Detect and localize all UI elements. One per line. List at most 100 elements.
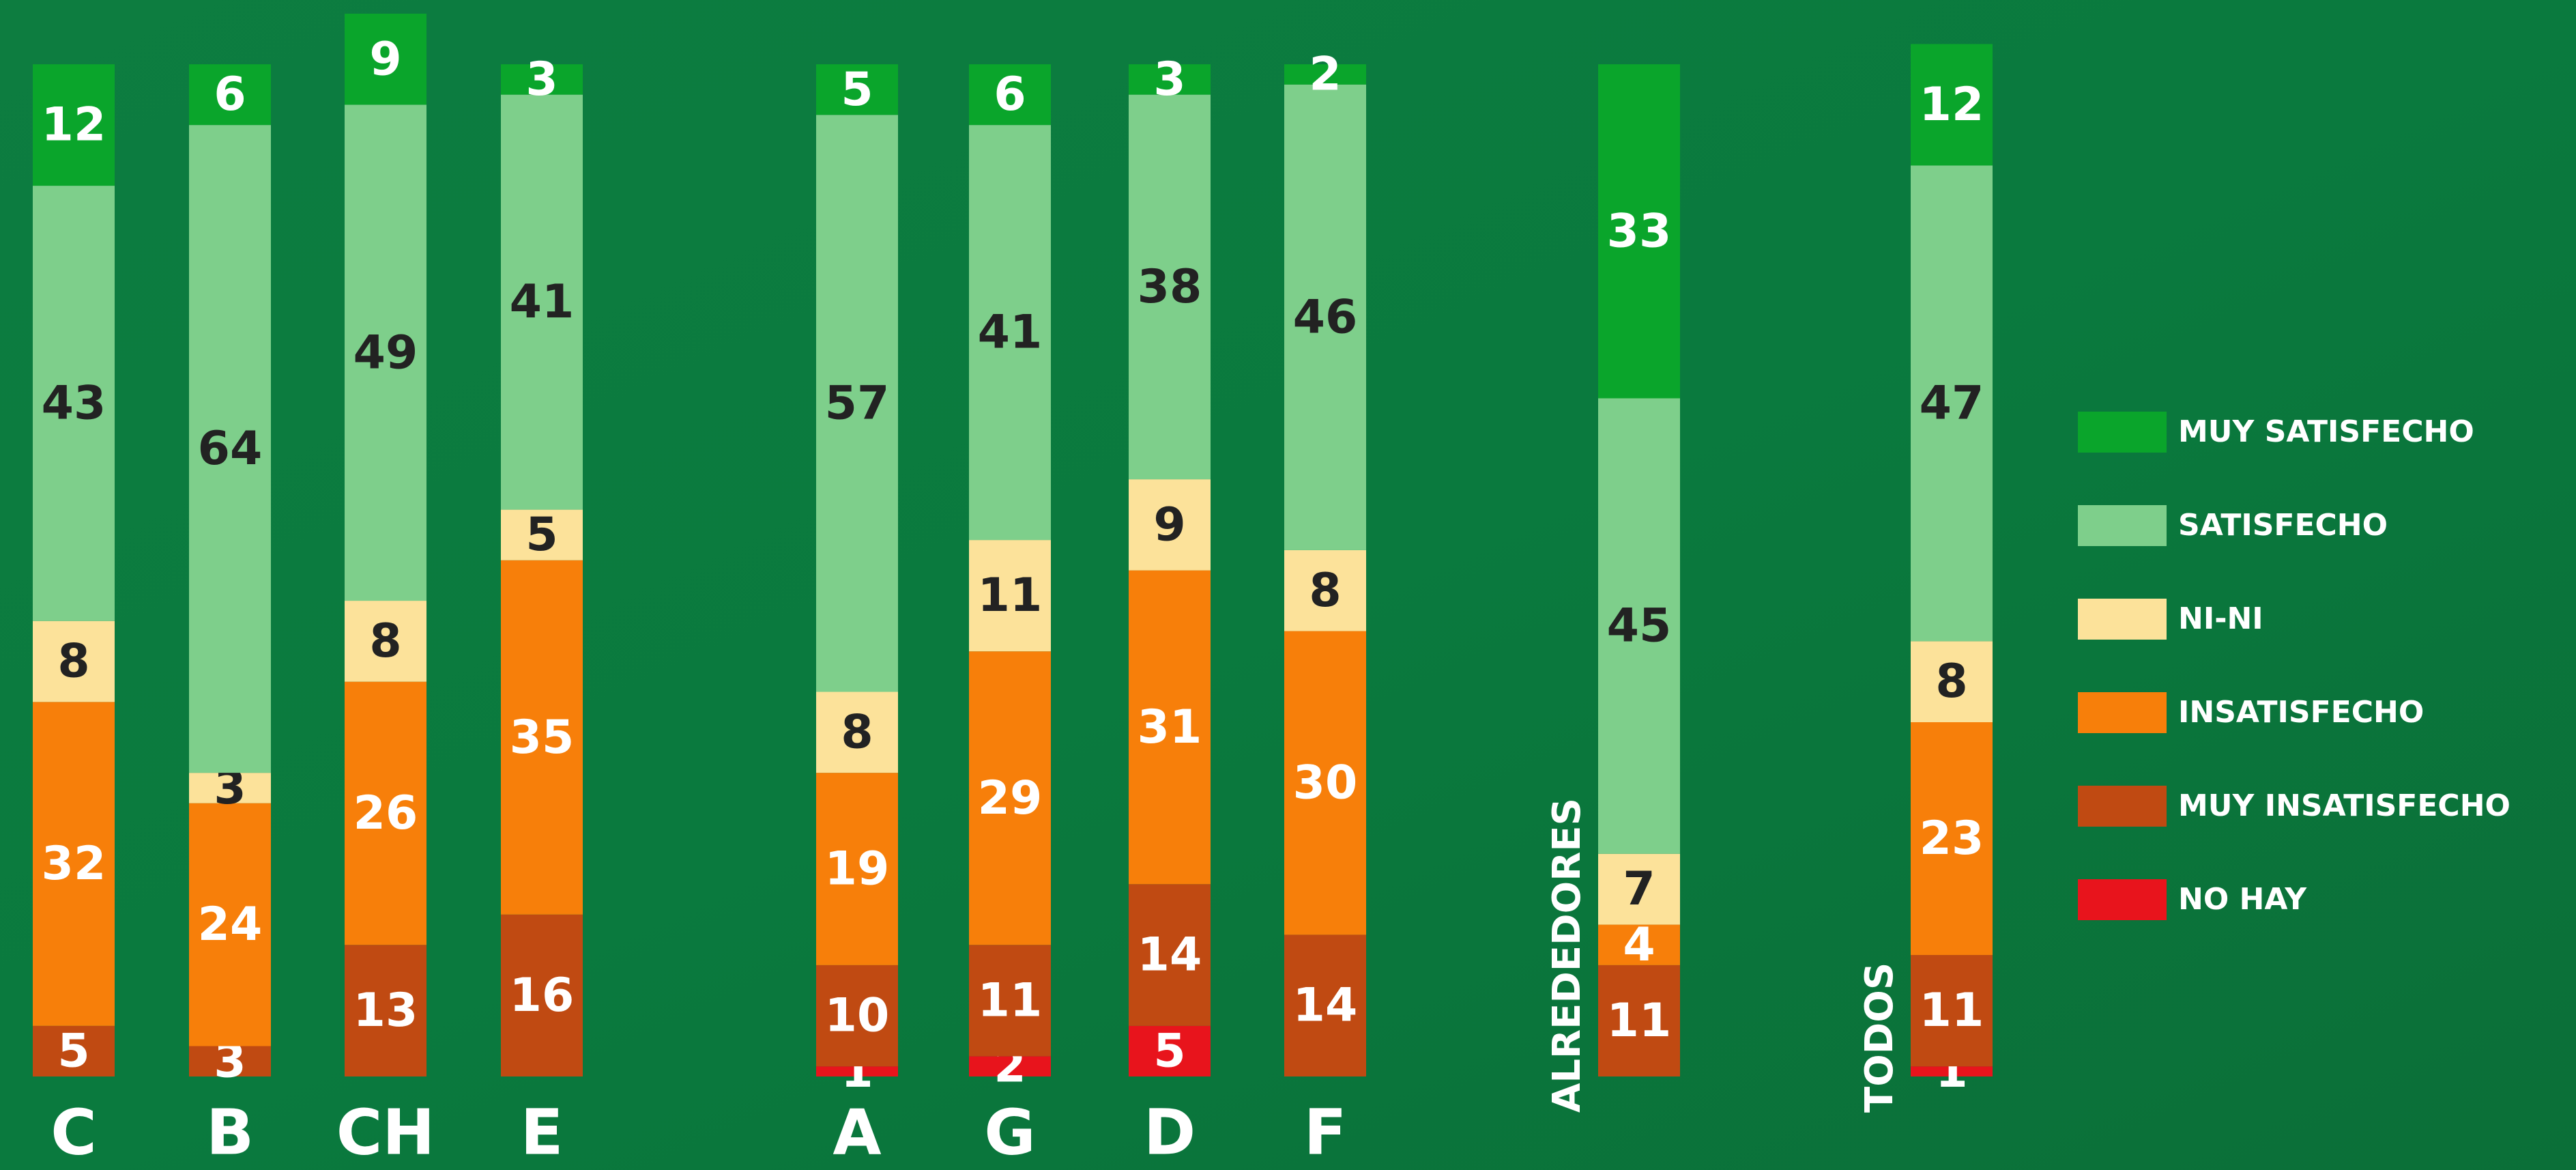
data-label: 8 — [369, 614, 401, 668]
bar-segment — [1911, 44, 1993, 166]
x-tick-label: ALREDEDORES — [1545, 798, 1589, 1113]
x-tick-label: CH — [336, 1096, 435, 1169]
data-label: 11 — [978, 973, 1043, 1027]
data-label: 29 — [978, 771, 1043, 825]
bar-segment — [1598, 398, 1680, 854]
data-label: 14 — [1293, 979, 1358, 1033]
x-tick-label: G — [984, 1096, 1036, 1169]
data-label: 41 — [510, 275, 575, 329]
legend-swatch — [2078, 786, 2167, 827]
legend-label: SATISFECHO — [2178, 508, 2388, 543]
data-label: 8 — [57, 635, 89, 689]
bar-segment — [1598, 853, 1680, 925]
x-tick-label: D — [1144, 1096, 1196, 1169]
bar-segment — [1284, 550, 1366, 631]
data-label: 35 — [510, 711, 575, 765]
bar-segment — [969, 651, 1051, 945]
x-tick-label: A — [833, 1096, 881, 1169]
bar-segment — [33, 702, 115, 1026]
data-label: 64 — [198, 422, 263, 476]
bar-segment — [501, 509, 583, 560]
x-tick-label: TODOS — [1857, 962, 1902, 1113]
bar-segment — [189, 803, 271, 1046]
data-label: 3 — [525, 53, 558, 106]
data-label: 24 — [198, 898, 263, 952]
data-label: 11 — [1607, 994, 1672, 1048]
data-label: 7 — [1623, 862, 1655, 916]
data-label: 10 — [825, 989, 890, 1043]
bar-segment — [33, 64, 115, 186]
bar-segment — [189, 1046, 271, 1076]
data-label: 32 — [42, 837, 106, 891]
bar-segment — [1129, 1025, 1211, 1076]
bar-segment — [1284, 64, 1366, 85]
data-label: 49 — [353, 326, 418, 380]
data-label: 6 — [994, 68, 1026, 122]
bar-segment — [189, 64, 271, 126]
data-label: 11 — [978, 569, 1043, 623]
bar-segment — [1129, 64, 1211, 95]
bar-segment — [969, 64, 1051, 126]
bar-segment — [1284, 84, 1366, 550]
data-label: 5 — [841, 63, 873, 117]
data-label: 14 — [1138, 928, 1202, 982]
data-label: 19 — [825, 842, 890, 896]
legend-swatch — [2078, 879, 2167, 920]
data-label: 5 — [525, 508, 558, 562]
x-tick-label: B — [206, 1096, 254, 1169]
legend-swatch — [2078, 505, 2167, 546]
data-label: 5 — [57, 1024, 89, 1078]
bar-segment — [501, 64, 583, 95]
x-tick-label: C — [50, 1096, 97, 1169]
bar-segment — [1284, 631, 1366, 935]
data-label: 23 — [1920, 812, 1984, 866]
bar-segment — [1911, 165, 1993, 642]
bar-segment — [33, 1025, 115, 1076]
x-tick-label: E — [521, 1096, 564, 1169]
bar-segment — [1911, 722, 1993, 956]
data-label: 43 — [42, 376, 106, 430]
bar-segment — [1284, 934, 1366, 1076]
bar-segment — [816, 1066, 898, 1076]
data-label: 31 — [1138, 700, 1202, 754]
data-label: 5 — [1153, 1024, 1185, 1078]
bar-segment — [816, 773, 898, 965]
data-label: 9 — [1153, 498, 1185, 552]
data-label: 13 — [353, 984, 418, 1038]
bar-segment — [501, 94, 583, 510]
data-label: 33 — [1607, 204, 1672, 258]
bar-segment — [345, 104, 426, 601]
legend-label: NI-NI — [2178, 601, 2263, 636]
bar-segment — [816, 115, 898, 692]
legend-swatch — [2078, 692, 2167, 733]
bar-segment — [1129, 94, 1211, 480]
x-tick-label: F — [1304, 1096, 1347, 1169]
data-label: 6 — [214, 68, 246, 122]
bar-segment — [345, 601, 426, 682]
bar-segment — [501, 560, 583, 915]
legend-swatch — [2078, 599, 2167, 640]
bar-segment — [33, 620, 115, 702]
data-label: 16 — [510, 969, 575, 1023]
bar-segment — [1598, 965, 1680, 1076]
bar-segment — [345, 14, 426, 105]
bar-segment — [816, 965, 898, 1067]
data-label: 8 — [841, 705, 873, 759]
bar-segment — [1911, 1066, 1993, 1076]
bar-segment — [189, 125, 271, 773]
legend-label: NO HAY — [2178, 882, 2307, 917]
data-label: 45 — [1607, 599, 1672, 653]
data-label: 11 — [1920, 984, 1984, 1038]
bar-segment — [1598, 924, 1680, 965]
bar-segment — [1598, 64, 1680, 399]
bar-segment — [969, 125, 1051, 541]
data-label: 2 — [1309, 48, 1341, 102]
data-label: 4 — [1623, 918, 1655, 972]
data-label: 26 — [353, 786, 418, 840]
bar-segment — [1129, 479, 1211, 571]
bar-segment — [816, 64, 898, 115]
legend-label: INSATISFECHO — [2178, 695, 2424, 730]
bar-segment — [1129, 884, 1211, 1026]
data-label: 12 — [1920, 78, 1984, 132]
